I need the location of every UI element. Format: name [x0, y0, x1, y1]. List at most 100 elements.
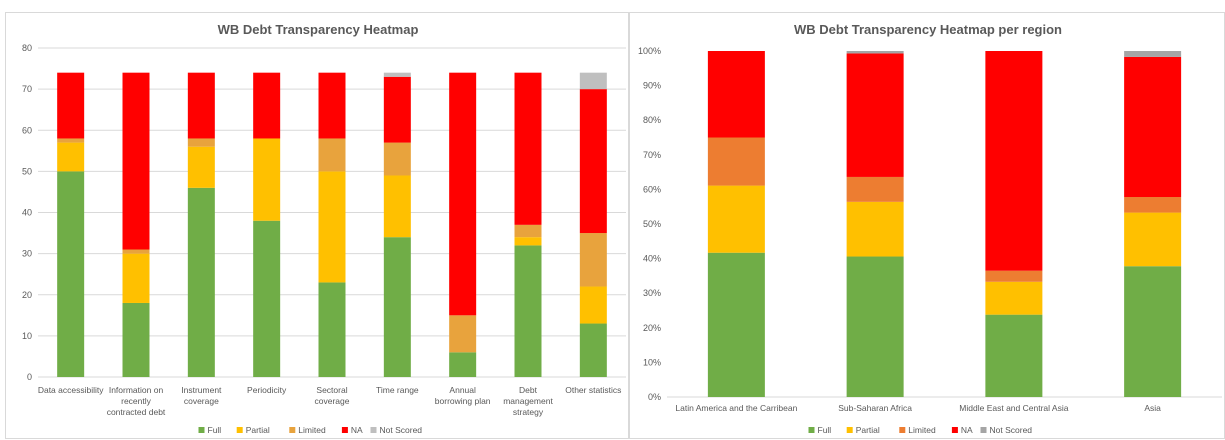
x-tick-label: strategy [513, 407, 544, 417]
legend-label: NA [961, 425, 973, 435]
bar-segment [514, 72, 542, 225]
chart-title: WB Debt Transparency Heatmap per region [794, 22, 1062, 37]
bar-segment [846, 256, 904, 397]
bar-segment [449, 72, 477, 316]
x-axis: Latin America and the Carribean Sub-Sahar… [675, 403, 1161, 413]
x-tick-label: Information on [109, 385, 164, 395]
bar-segment [707, 51, 765, 138]
bar-segment [253, 220, 281, 377]
legend-label: Not Scored [990, 425, 1033, 435]
bar-segment [1124, 56, 1182, 198]
y-tick-label: 40% [643, 254, 661, 264]
legend: Full Partial Limited NA Not Scored [198, 425, 423, 435]
bar-segment [449, 352, 477, 377]
bar-segment [383, 175, 411, 238]
bar-segment [187, 72, 215, 139]
legend-label: Limited [908, 425, 936, 435]
legend-label: Partial [856, 425, 880, 435]
bar-segment [846, 201, 904, 257]
legend-label: NA [351, 425, 363, 435]
legend-label: Full [818, 425, 832, 435]
bar-segment [1124, 51, 1182, 57]
x-tick-label: Middle East and Central Asia [959, 403, 1068, 413]
bar-segment [579, 286, 607, 324]
bar-segment [1124, 197, 1182, 213]
y-axis: 0% 10% 20% 30% 40% 50% 60% 70% 80% 90% 100% [638, 46, 661, 402]
x-tick-label: Instrument [181, 385, 222, 395]
y-tick-label: 0% [648, 392, 661, 402]
x-tick-label: Asia [1144, 403, 1161, 413]
legend-label: Not Scored [380, 425, 423, 435]
bar-segment [57, 142, 85, 172]
bar-segment [449, 315, 477, 353]
y-tick-label: 10% [643, 357, 661, 367]
y-tick-label: 30 [22, 249, 32, 259]
bar-segment [985, 51, 1043, 271]
bar-segment [579, 233, 607, 287]
bar-segment [57, 171, 85, 377]
bar-segment [846, 51, 904, 54]
bar-segment [383, 237, 411, 377]
bar-segment [57, 138, 85, 143]
y-tick-label: 90% [643, 81, 661, 91]
legend-swatch [341, 427, 348, 433]
bar-segment [514, 245, 542, 377]
bar-segment [846, 176, 904, 202]
legend-swatch [198, 427, 205, 433]
x-tick-label: Latin America and the Carribean [675, 403, 797, 413]
bars [57, 72, 607, 377]
x-tick-label: recently [121, 396, 152, 406]
bar-segment [707, 252, 765, 397]
legend: Full Partial Limited NA Not Scored [808, 425, 1033, 435]
y-tick-label: 50% [643, 219, 661, 229]
y-tick-label: 100% [638, 46, 661, 56]
bar-segment [514, 237, 542, 246]
bar-segment [318, 72, 346, 139]
x-tick-label: Annual [449, 385, 476, 395]
y-tick-label: 50 [22, 166, 32, 176]
bar-segment [985, 314, 1043, 397]
bar-segment [579, 323, 607, 377]
x-tick-label: Data accessibility [38, 385, 104, 395]
y-tick-label: 80% [643, 115, 661, 125]
legend-swatch [370, 427, 377, 433]
x-tick-label: contracted debt [107, 407, 166, 417]
x-tick-label: Time range [376, 385, 419, 395]
chart-title: WB Debt Transparency Heatmap [218, 22, 419, 37]
y-tick-label: 70% [643, 150, 661, 160]
y-tick-label: 10 [22, 331, 32, 341]
bars [707, 51, 1182, 397]
bar-segment [187, 146, 215, 188]
bar-segment [253, 72, 281, 139]
y-tick-label: 20 [22, 290, 32, 300]
bar-segment [985, 281, 1043, 315]
bar-segment [383, 142, 411, 176]
legend-swatch [951, 427, 958, 433]
x-tick-label: management [503, 396, 553, 406]
bar-segment [318, 171, 346, 283]
x-tick-label: borrowing plan [435, 396, 491, 406]
bar-segment [514, 224, 542, 238]
bar-segment [253, 138, 281, 221]
heatmap-chart: WB Debt Transparency Heatmap 0 10 20 30 40 50… [22, 22, 626, 435]
y-tick-label: 60% [643, 184, 661, 194]
x-tick-label: Sub-Saharan Africa [838, 403, 912, 413]
chart-panel-region: WB Debt Transparency Heatmap per region … [629, 12, 1225, 439]
region-chart: WB Debt Transparency Heatmap per region … [638, 22, 1222, 435]
bar-segment [187, 138, 215, 147]
y-tick-label: 80 [22, 43, 32, 53]
y-tick-label: 60 [22, 125, 32, 135]
x-tick-label: coverage [184, 396, 219, 406]
chart-panel-heatmap: WB Debt Transparency Heatmap 0 10 20 30 40 50… [5, 12, 629, 439]
bar-segment [383, 76, 411, 143]
bar-segment [707, 137, 765, 186]
bar-segment [187, 187, 215, 377]
bar-segment [57, 72, 85, 139]
legend-swatch [808, 427, 815, 433]
legend-label: Full [208, 425, 222, 435]
legend-swatch [289, 427, 296, 433]
y-tick-label: 40 [22, 208, 32, 218]
y-axis: 0 10 20 30 40 50 60 70 80 [22, 43, 32, 382]
x-axis: Data accessibility Information onrecently… [38, 385, 622, 417]
bar-segment [1124, 266, 1182, 397]
